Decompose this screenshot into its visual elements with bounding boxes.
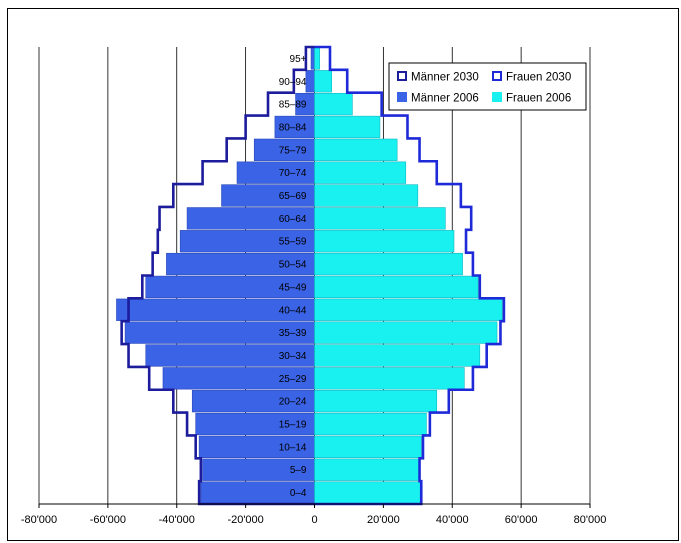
bar-maenner-2006 xyxy=(305,70,315,93)
age-group-label: 60–64 xyxy=(279,214,307,225)
age-group-label: 10–14 xyxy=(279,442,307,453)
age-group-label: 80–84 xyxy=(279,122,307,133)
x-tick-label: -60'000 xyxy=(90,514,126,526)
bar-frauen-2006 xyxy=(314,184,419,207)
age-group-label: 15–19 xyxy=(279,420,307,431)
age-group-label: 50–54 xyxy=(279,260,307,271)
age-group-label: 30–34 xyxy=(279,351,307,362)
bar-frauen-2006 xyxy=(314,367,465,390)
age-group-label: 40–44 xyxy=(279,305,307,316)
chart-frame xyxy=(7,8,679,541)
x-tick-label: 0 xyxy=(311,514,317,526)
x-tick-label: 60'000 xyxy=(505,514,538,526)
outline-maenner-2030 xyxy=(120,45,315,506)
bar-frauen-2006 xyxy=(314,161,407,184)
x-tick-label: -80'000 xyxy=(21,514,57,526)
x-tick-label: 80'000 xyxy=(574,514,607,526)
age-group-label: 0–4 xyxy=(290,488,307,499)
bar-frauen-2006 xyxy=(314,115,381,139)
x-tick-label: -40'000 xyxy=(159,514,195,526)
x-tick-label: 20'000 xyxy=(367,514,400,526)
bar-frauen-2006 xyxy=(314,390,438,413)
bar-maenner-2006 xyxy=(310,47,315,70)
bar-frauen-2006 xyxy=(314,412,427,436)
bar-frauen-2006 xyxy=(314,481,422,504)
age-group-label: 65–69 xyxy=(279,191,307,202)
x-tick-label: 40'000 xyxy=(436,514,469,526)
age-group-label: 95+ xyxy=(290,54,307,65)
legend-swatch xyxy=(492,71,502,81)
age-group-label: 90–94 xyxy=(279,77,307,88)
age-group-label: 75–79 xyxy=(279,145,307,156)
legend-swatch xyxy=(397,92,407,102)
bar-frauen-2006 xyxy=(314,298,503,321)
age-group-label: 55–59 xyxy=(279,237,307,248)
age-group-label: 5–9 xyxy=(290,465,307,476)
legend-box xyxy=(388,62,587,111)
legend-swatch xyxy=(397,71,407,81)
bar-frauen-2006 xyxy=(314,47,320,70)
bar-frauen-2006 xyxy=(314,230,455,253)
bar-frauen-2006 xyxy=(314,138,398,161)
x-tick-label: -20'000 xyxy=(227,514,263,526)
age-group-label: 70–74 xyxy=(279,168,307,179)
legend-label: Frauen 2030 xyxy=(506,72,571,84)
bar-frauen-2006 xyxy=(314,70,333,93)
bar-frauen-2006 xyxy=(314,435,422,458)
age-group-label: 20–24 xyxy=(279,397,307,408)
bar-frauen-2006 xyxy=(314,93,353,116)
age-group-label: 85–89 xyxy=(279,100,307,111)
bar-frauen-2006 xyxy=(314,275,479,299)
age-group-label: 35–39 xyxy=(279,328,307,339)
bar-frauen-2006 xyxy=(314,344,481,367)
bar-frauen-2006 xyxy=(314,458,420,481)
legend-swatch xyxy=(492,92,502,102)
legend-label: Männer 2030 xyxy=(411,72,479,84)
bar-frauen-2006 xyxy=(314,321,498,344)
bar-frauen-2006 xyxy=(314,207,446,230)
legend-label: Männer 2006 xyxy=(411,93,479,105)
bar-frauen-2006 xyxy=(314,252,463,276)
legend-label: Frauen 2006 xyxy=(506,93,571,105)
outline-frauen-2030 xyxy=(314,45,506,506)
age-group-label: 45–49 xyxy=(279,282,307,293)
age-group-label: 25–29 xyxy=(279,374,307,385)
